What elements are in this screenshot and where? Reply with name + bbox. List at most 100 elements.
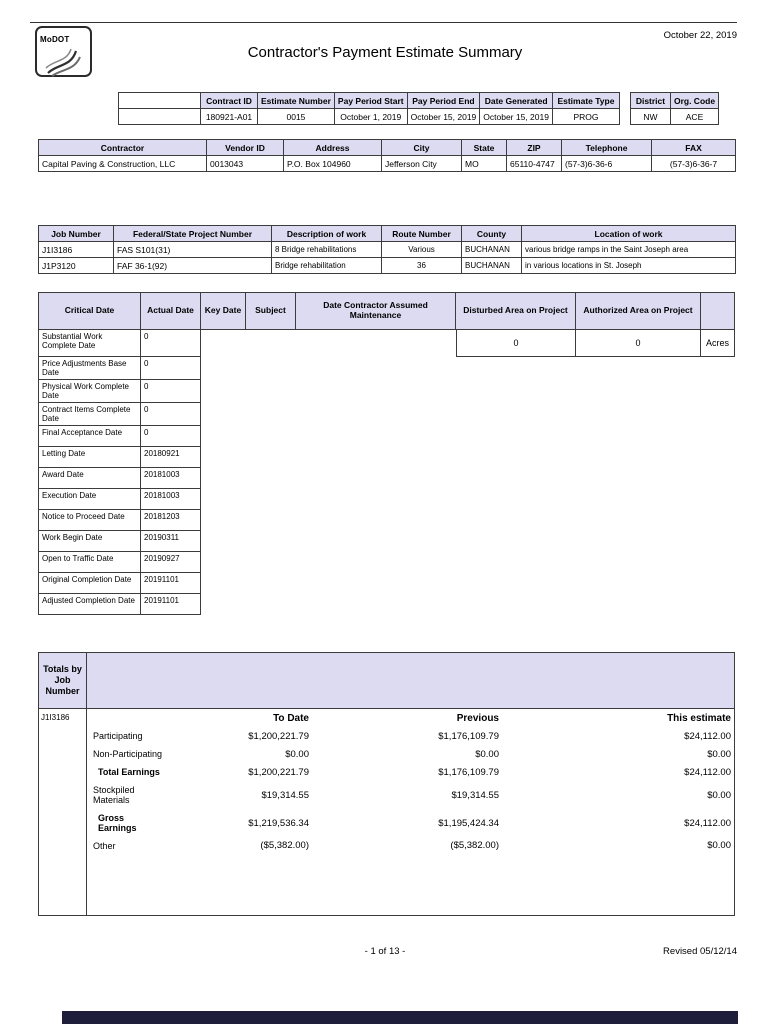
job-row: J1P3120 FAF 36-1(92) Bridge rehabilitati…: [38, 257, 736, 274]
critical-date-row: Physical Work Complete Date 0: [38, 380, 201, 403]
job-number: J1P3120: [38, 257, 114, 274]
totals-row: Total Earnings $1,200,221.79 $1,176,109.…: [93, 767, 731, 778]
column-header: Org. Code: [669, 92, 720, 109]
column-header: Contract ID: [200, 92, 258, 109]
contract-id-value: 180921-A01: [200, 108, 258, 125]
bottom-bar: [62, 1011, 738, 1024]
previous-value: ($5,382.00): [450, 840, 499, 852]
this-estimate-value: $0.00: [707, 840, 731, 852]
critical-date-value: 20181003: [141, 468, 201, 489]
district-org-table: District Org. Code NW ACE: [629, 92, 720, 125]
critical-date-label: Original Completion Date: [38, 573, 141, 594]
critical-dates-body: Substantial Work Complete Date 0 Price A…: [38, 330, 735, 615]
page-footer: - 1 of 13 - Revised 05/12/14: [0, 946, 770, 960]
totals-section-title: Totals by Job Number: [39, 653, 87, 708]
critical-date-value: 20191101: [141, 594, 201, 615]
column-header: Telephone: [561, 139, 652, 156]
blank-cell: [118, 108, 201, 125]
estimate-number-value: 0015: [257, 108, 335, 125]
critical-date-row: Original Completion Date 20191101: [38, 573, 201, 594]
totals-row-label: Gross Earnings: [98, 812, 137, 834]
totals-row-label: Participating: [93, 731, 143, 742]
contract-info-table: Contract ID Estimate Number Pay Period S…: [118, 92, 620, 125]
column-header: Route Number: [381, 225, 462, 242]
totals-row-label: Total Earnings: [98, 767, 160, 778]
revised-date: Revised 05/12/14: [663, 946, 737, 957]
critical-dates-header: Critical Date Actual Date Key Date Subje…: [38, 292, 735, 330]
column-header: Key Date: [201, 292, 246, 330]
column-header: ZIP: [506, 139, 562, 156]
critical-date-value: 0: [141, 403, 201, 426]
column-header: Description of work: [271, 225, 382, 242]
project-number: FAS S101(31): [113, 241, 272, 258]
critical-date-value: 20180921: [141, 447, 201, 468]
column-header: Authorized Area on Project: [576, 292, 701, 330]
critical-date-value: 0: [141, 357, 201, 380]
column-header: Estimate Number: [257, 92, 335, 109]
column-header: State: [461, 139, 507, 156]
job-number: J1I3186: [38, 241, 114, 258]
column-header: District: [629, 92, 671, 109]
to-date-value: ($5,382.00): [260, 840, 309, 852]
critical-date-value: 20181003: [141, 489, 201, 510]
critical-date-row: Price Adjustments Base Date 0: [38, 357, 201, 380]
column-header: Actual Date: [141, 292, 201, 330]
contract-header-row: Contract ID Estimate Number Pay Period S…: [118, 92, 620, 109]
column-header: Job Number: [38, 225, 114, 242]
column-header: City: [381, 139, 462, 156]
column-header: Date Generated: [479, 92, 553, 109]
contract-value-row: 180921-A01 0015 October 1, 2019 October …: [118, 108, 620, 125]
totals-row-label: Non-Participating: [93, 749, 163, 760]
district-header-row: District Org. Code: [629, 92, 720, 109]
this-estimate-value: $0.00: [707, 749, 731, 760]
critical-dates-list: Substantial Work Complete Date 0 Price A…: [38, 330, 201, 615]
zip-value: 65110-4747: [506, 155, 562, 172]
work-location: various bridge ramps in the Saint Joseph…: [521, 241, 736, 258]
contractor-name-value: Capital Paving & Construction, LLC: [38, 155, 207, 172]
county: BUCHANAN: [461, 257, 522, 274]
page-title: Contractor's Payment Estimate Summary: [247, 44, 523, 61]
critical-date-label: Substantial Work Complete Date: [38, 330, 141, 357]
spacer: [201, 330, 456, 357]
critical-date-label: Letting Date: [38, 447, 141, 468]
contractor-value-row: Capital Paving & Construction, LLC 00130…: [38, 155, 736, 172]
job-row: J1I3186 FAS S101(31) 8 Bridge rehabilita…: [38, 241, 736, 258]
column-header: County: [461, 225, 522, 242]
critical-date-label: Contract Items Complete Date: [38, 403, 141, 426]
critical-date-value: 20190927: [141, 552, 201, 573]
totals-body: J1I3186 To Date Previous This estimate P…: [39, 709, 734, 915]
totals-row: Participating $1,200,221.79 $1,176,109.7…: [93, 731, 731, 742]
critical-date-row: Open to Traffic Date 20190927: [38, 552, 201, 573]
route-number: 36: [381, 257, 462, 274]
column-header: Subject: [246, 292, 296, 330]
column-header: Location of work: [521, 225, 736, 242]
modot-swirl-icon: [44, 48, 81, 77]
work-location: in various locations in St. Joseph: [521, 257, 736, 274]
this-estimate-value: $24,112.00: [684, 817, 731, 829]
to-date-value: $1,219,536.34: [248, 817, 309, 829]
totals-grid: To Date Previous This estimate Participa…: [87, 709, 734, 915]
this-estimate-value: $24,112.00: [684, 767, 731, 778]
totals-header: Totals by Job Number: [39, 653, 734, 709]
column-header: Address: [283, 139, 382, 156]
column-header: This estimate: [667, 713, 731, 724]
report-date: October 22, 2019: [663, 30, 737, 41]
column-header: Pay Period Start: [333, 92, 408, 109]
column-header: Estimate Type: [551, 92, 620, 109]
column-header: Critical Date: [38, 292, 141, 330]
pay-period-start-value: October 1, 2019: [333, 108, 408, 125]
modot-logo-text: MoDOT: [40, 35, 70, 44]
column-header: Contractor: [38, 139, 207, 156]
jobs-table: Job Number Federal/State Project Number …: [38, 225, 736, 274]
totals-section: Totals by Job Number J1I3186 To Date Pre…: [38, 652, 735, 916]
city-value: Jefferson City: [381, 155, 462, 172]
project-number: FAF 36-1(92): [113, 257, 272, 274]
to-date-value: $19,314.55: [261, 789, 309, 801]
column-header: Date Contractor Assumed Maintenance: [296, 292, 456, 330]
modot-logo: MoDOT: [35, 26, 92, 77]
column-header: Vendor ID: [206, 139, 284, 156]
totals-row: Non-Participating $0.00 $0.00 $0.00: [93, 749, 731, 760]
critical-date-label: Physical Work Complete Date: [38, 380, 141, 403]
this-estimate-value: $24,112.00: [684, 731, 731, 742]
